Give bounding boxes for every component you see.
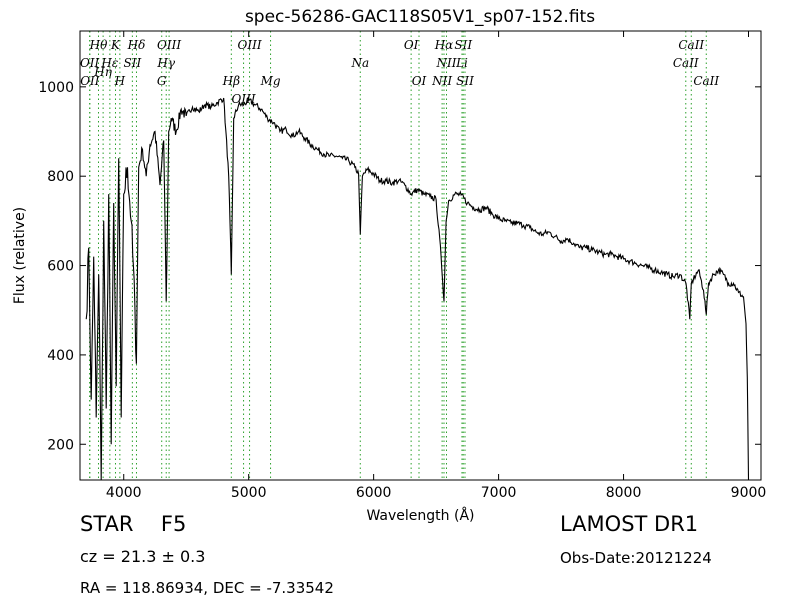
x-tick-label: 4000 bbox=[106, 485, 142, 501]
line-marker-label: NII bbox=[431, 74, 452, 88]
line-marker-label: CaII bbox=[693, 74, 719, 88]
spectrum-series bbox=[85, 96, 750, 481]
line-marker-label: OIII bbox=[238, 38, 262, 52]
line-marker-label: K bbox=[110, 38, 121, 52]
line-marker-label: OIII bbox=[232, 92, 256, 106]
chart-title: spec-56286-GAC118S05V1_sp07-152.fits bbox=[245, 7, 595, 27]
y-tick-label: 600 bbox=[47, 259, 74, 275]
line-marker-label: OI bbox=[404, 38, 419, 52]
line-marker-label: Hδ bbox=[127, 38, 146, 52]
line-marker-label: H bbox=[114, 74, 126, 88]
line-marker-label: G bbox=[157, 74, 167, 88]
axes: 4000 5000 6000 7000 8000 9000 200 400 600 800 1000 bbox=[38, 31, 766, 501]
line-marker-label: OIII bbox=[157, 38, 181, 52]
line-marker-label: CaII bbox=[673, 56, 699, 70]
line-marker-label: OI bbox=[412, 74, 427, 88]
line-marker-label: Hθ bbox=[89, 38, 108, 52]
x-tick-label: 6000 bbox=[356, 485, 392, 501]
y-tick-label: 1000 bbox=[38, 80, 74, 96]
y-tick-label: 200 bbox=[47, 437, 74, 453]
x-tick-label: 8000 bbox=[606, 485, 642, 501]
line-marker-label: CaII bbox=[678, 38, 704, 52]
redshift-text: cz = 21.3 ± 0.3 bbox=[80, 547, 206, 566]
line-marker-label: Hα bbox=[434, 38, 454, 52]
line-marker-label: OII bbox=[80, 74, 100, 88]
x-tick-label: 7000 bbox=[481, 485, 517, 501]
radec-text: RA = 118.86934, DEC = -7.33542 bbox=[80, 579, 334, 597]
spectrum-line bbox=[85, 96, 750, 481]
line-marker-label: Mg bbox=[260, 74, 281, 88]
line-marker-label: SII bbox=[124, 56, 142, 70]
line-marker-label: Hγ bbox=[156, 56, 175, 70]
y-tick-label: 400 bbox=[47, 348, 74, 364]
plot-frame bbox=[79, 30, 762, 481]
y-tick-label: 800 bbox=[47, 169, 74, 185]
x-tick-label: 5000 bbox=[231, 485, 267, 501]
object-class-prefix: STAR bbox=[80, 512, 134, 536]
line-marker-label: SII bbox=[456, 74, 474, 88]
line-marker-label: SII bbox=[454, 38, 472, 52]
object-subclass: F5 bbox=[160, 512, 187, 536]
line-marker-label: Hβ bbox=[222, 74, 240, 88]
line-marker-label: Na bbox=[350, 56, 369, 70]
line-marker-label: NII bbox=[435, 56, 456, 70]
object-class: STAR F5 bbox=[80, 512, 186, 536]
survey-name: LAMOST DR1 bbox=[560, 512, 699, 536]
line-marker-label: Li bbox=[455, 56, 468, 70]
line-marker-label: Hε bbox=[100, 56, 118, 70]
observation-date: Obs-Date:20121224 bbox=[560, 549, 712, 567]
y-axis-label: Flux (relative) bbox=[12, 207, 28, 304]
x-tick-label: 9000 bbox=[731, 485, 767, 501]
x-axis-label: Wavelength (Å) bbox=[366, 507, 474, 524]
line-marker-label: Hη bbox=[93, 65, 112, 79]
